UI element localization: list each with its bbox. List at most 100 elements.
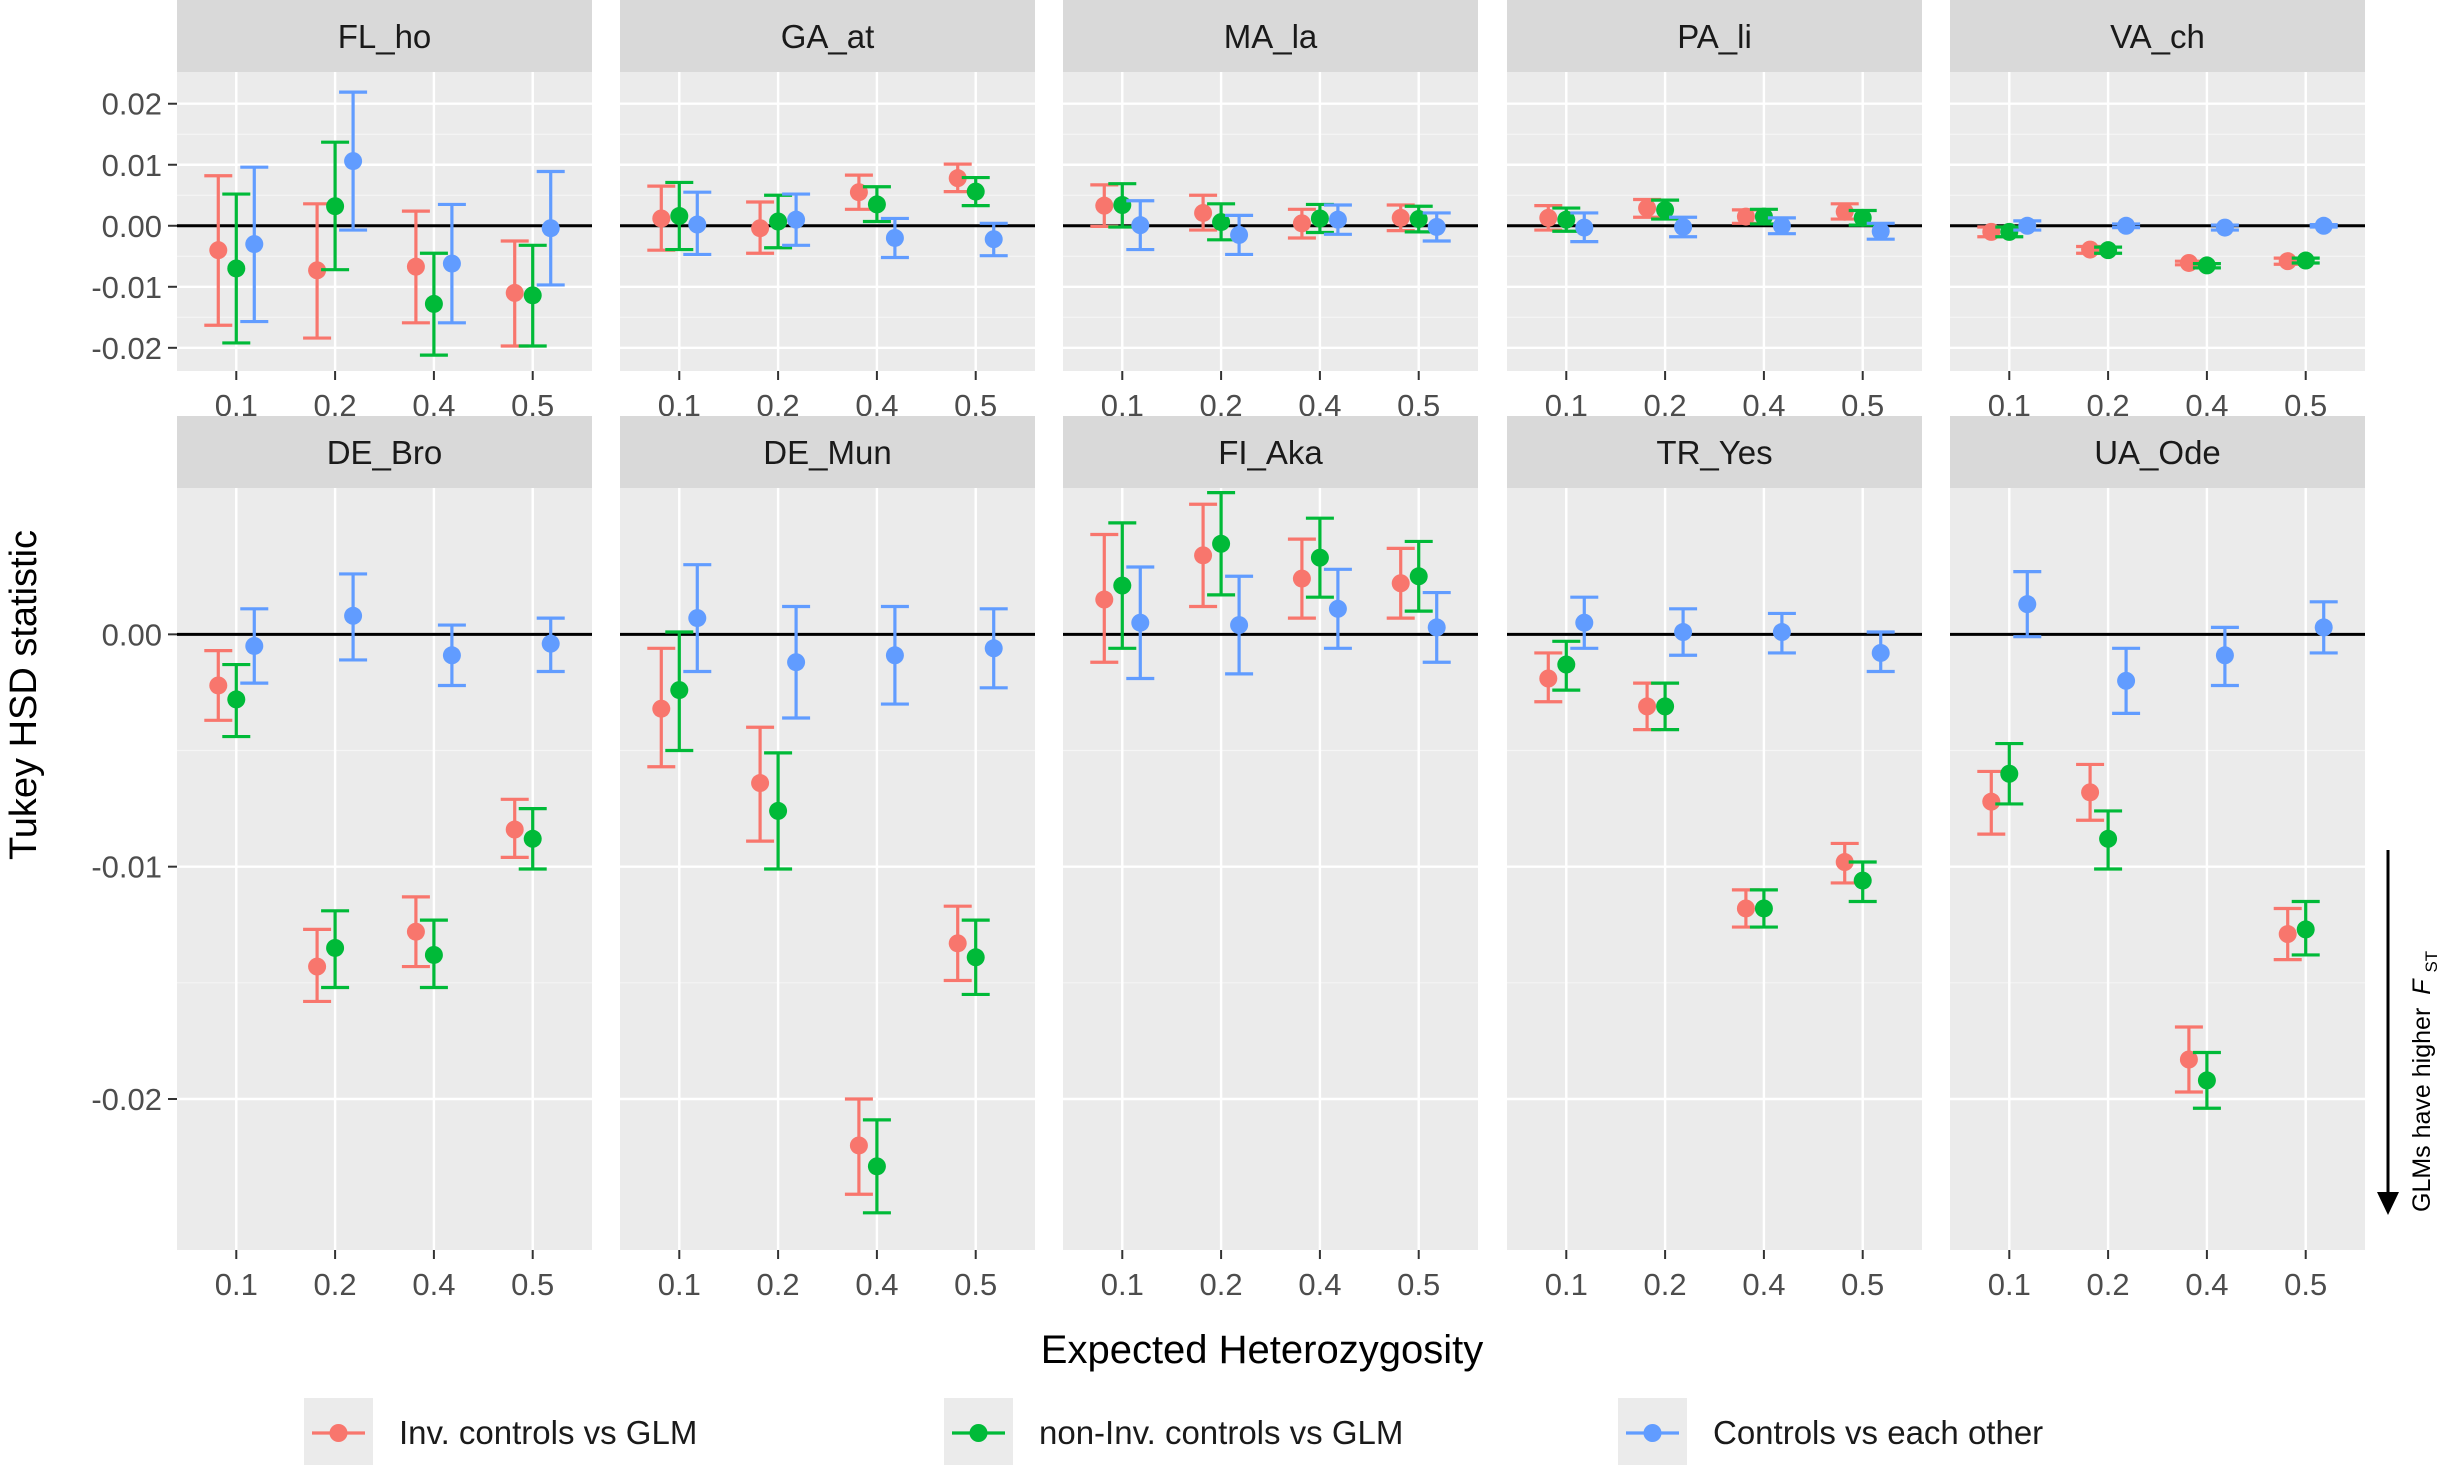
noninv-point	[1113, 196, 1132, 215]
y-tick-label: 0.02	[102, 87, 162, 122]
noninv-point	[2197, 1071, 2216, 1090]
noninv-point	[2099, 829, 2118, 848]
inv-point	[1095, 196, 1114, 215]
inv-point	[1292, 214, 1311, 233]
y-tick-label: 0.00	[102, 617, 162, 652]
ctrl-point	[984, 230, 1003, 249]
ctrl-point	[1772, 623, 1791, 642]
facet-title: MA_la	[1224, 18, 1318, 55]
noninv-point	[424, 945, 443, 964]
x-tick-label: 0.4	[1298, 1267, 1341, 1302]
legend-item-noninv: non-Inv. controls vs GLM	[944, 1398, 1403, 1465]
facet-title: TR_Yes	[1656, 434, 1772, 471]
legend-label: non-Inv. controls vs GLM	[1039, 1414, 1403, 1451]
noninv-point	[1310, 548, 1329, 567]
ctrl-point	[245, 235, 264, 254]
noninv-point	[2000, 764, 2019, 783]
panel-background	[1950, 488, 2365, 1250]
noninv-point	[867, 1157, 886, 1176]
y-tick-label: -0.01	[91, 270, 162, 305]
noninv-point	[670, 681, 689, 700]
legend-key-point	[969, 1424, 988, 1442]
noninv-point	[1656, 697, 1675, 716]
ctrl-point	[1772, 216, 1791, 235]
facet-strip	[1063, 416, 1478, 488]
y-axis-title: Tukey HSD statistic	[3, 530, 45, 860]
facet-strip	[177, 0, 592, 72]
noninv-point	[966, 948, 985, 967]
noninv-point	[2296, 920, 2315, 939]
inv-point	[505, 283, 524, 302]
noninv-point	[523, 829, 542, 848]
inv-point	[1194, 203, 1213, 222]
noninv-point	[1310, 209, 1329, 228]
inv-point	[209, 241, 228, 260]
inv-point	[948, 169, 967, 188]
x-tick-label: 0.4	[412, 1267, 455, 1302]
x-tick-label: 0.5	[511, 1267, 554, 1302]
facet-strip	[1507, 0, 1922, 72]
annotation-text: GLMs have higher	[2408, 1008, 2436, 1212]
ctrl-point	[541, 219, 560, 238]
inv-point	[2081, 240, 2100, 259]
noninv-point	[1557, 210, 1576, 229]
inv-point	[1638, 199, 1657, 218]
noninv-point	[1212, 534, 1231, 553]
ctrl-point	[1674, 623, 1693, 642]
inv-point	[1539, 669, 1558, 688]
inv-point	[652, 209, 671, 228]
ctrl-point	[1427, 618, 1446, 637]
x-tick-label: 0.4	[2185, 1267, 2228, 1302]
inv-point	[1736, 207, 1755, 226]
x-tick-label: 0.5	[2284, 1267, 2327, 1302]
facet-strip	[177, 416, 592, 488]
noninv-point	[1754, 207, 1773, 226]
x-tick-label: 0.1	[215, 1267, 258, 1302]
fst-annotation: GLMs have higher F ST	[2377, 850, 2441, 1215]
facet-title: VA_ch	[2110, 18, 2205, 55]
inv-point	[1095, 590, 1114, 609]
facet-fi-aka: FI_Aka 0.1 0.2 0.4 0.5	[1063, 416, 1478, 1302]
noninv-point	[1557, 655, 1576, 674]
inv-point	[505, 820, 524, 839]
facet-ua-ode: UA_Ode 0.1 0.2 0.4 0.5	[1950, 416, 2365, 1302]
x-tick-label: 0.1	[1988, 1267, 2031, 1302]
x-tick-label: 0.2	[2087, 1267, 2130, 1302]
inv-point	[1391, 574, 1410, 593]
x-tick-label: 0.1	[658, 1267, 701, 1302]
noninv-point	[326, 197, 345, 216]
ctrl-point	[2215, 218, 2234, 237]
ctrl-point	[1131, 613, 1150, 632]
noninv-point	[1754, 899, 1773, 918]
facet-title: DE_Mun	[763, 434, 891, 471]
ctrl-point	[2215, 646, 2234, 665]
facet-title: FI_Aka	[1218, 434, 1323, 471]
noninv-point	[1212, 213, 1231, 232]
ctrl-point	[2314, 618, 2333, 637]
panel-background	[620, 488, 1035, 1250]
inv-point	[1194, 546, 1213, 565]
noninv-point	[2099, 241, 2118, 260]
inv-point	[1539, 208, 1558, 227]
noninv-point	[2000, 222, 2019, 241]
panel-background	[1507, 488, 1922, 1250]
facet-pa-li: PA_li0.1 0.2 0.4 0.5	[1507, 0, 1922, 423]
facet-tr-yes: TR_Yes 0.1 0.2 0.4 0.5	[1507, 416, 1922, 1302]
noninv-point	[1113, 576, 1132, 595]
inv-point	[1982, 792, 2001, 811]
noninv-point	[2296, 251, 2315, 270]
ctrl-point	[2018, 216, 2037, 235]
facet-ma-la: MA_la0.1 0.2 0.4 0.5	[1063, 0, 1478, 423]
annotation-arrow-head	[2377, 1192, 2399, 1215]
ctrl-point	[1328, 210, 1347, 229]
noninv-point	[227, 690, 246, 709]
ctrl-point	[442, 254, 461, 273]
ctrl-point	[442, 646, 461, 665]
inv-point	[1736, 899, 1755, 918]
ctrl-point	[344, 606, 363, 625]
panel-background	[1507, 72, 1922, 371]
x-tick-label: 0.5	[1841, 1267, 1884, 1302]
facet-strip	[620, 0, 1035, 72]
noninv-point	[2197, 256, 2216, 275]
